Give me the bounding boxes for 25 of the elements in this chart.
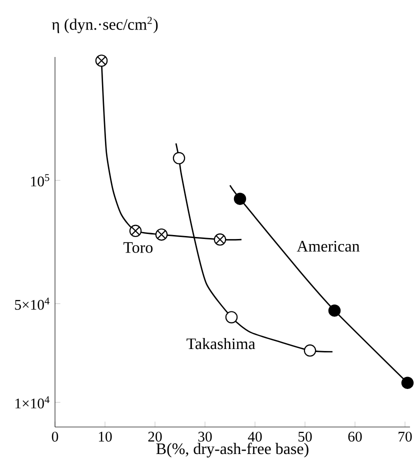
series-label: Toro: [124, 242, 153, 253]
point: [95, 54, 108, 67]
y-axis-title: η (dyn.·sec/cm$^{2}$): [52, 16, 158, 34]
x-tick-label: 0: [52, 432, 58, 442]
x-tick-label: 70: [398, 432, 412, 442]
x-tick-label: 10: [99, 432, 112, 442]
series-label: American: [296, 240, 360, 252]
point: [214, 233, 226, 246]
series-label: Takashima: [186, 338, 256, 350]
y-tick-label: 5×10$^{4}$: [15, 298, 50, 310]
x-tick-label: 40: [248, 432, 262, 442]
point: [225, 311, 238, 324]
y-tick-label: 1×10$^{4}$: [16, 396, 50, 408]
point: [129, 224, 142, 238]
y-tick-label: 10$^{5}$: [31, 174, 50, 186]
x-axis-title: B(%, dry-ash-free base): [156, 442, 309, 458]
x-tick-label: 50: [298, 432, 312, 442]
point: [172, 152, 186, 164]
point: [234, 192, 246, 205]
point: [328, 304, 341, 317]
point: [155, 228, 168, 241]
point: [304, 344, 316, 357]
x-tick-label: 60: [348, 432, 362, 442]
x-tick-label: 20: [148, 432, 162, 442]
x-tick-label: 30: [198, 432, 212, 442]
